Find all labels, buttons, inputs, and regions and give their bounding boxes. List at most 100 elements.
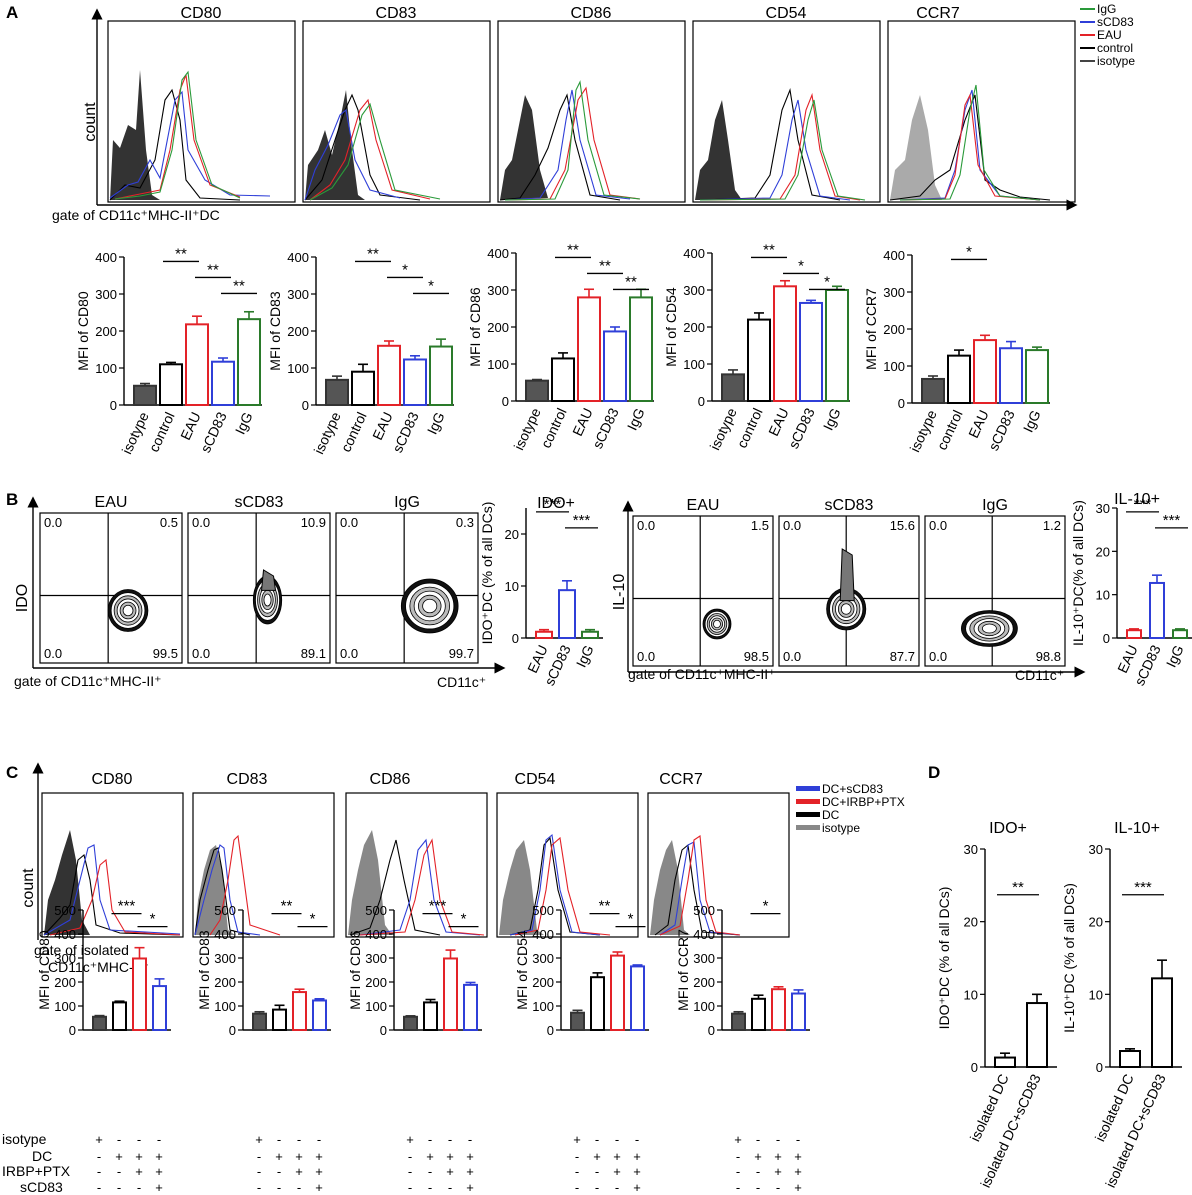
y-tick-label: 0 bbox=[302, 398, 309, 413]
category-label: EAU bbox=[177, 410, 204, 443]
condition-sign: - bbox=[428, 1132, 432, 1147]
bar bbox=[423, 1001, 438, 1032]
bar bbox=[237, 318, 261, 406]
a-hist-title: CCR7 bbox=[916, 5, 960, 22]
bar bbox=[999, 347, 1023, 404]
condition-sign: + bbox=[446, 1149, 454, 1164]
b-ido-y-label: IDO bbox=[14, 584, 31, 612]
y-tick-label: 30 bbox=[964, 842, 978, 857]
significance-label: ** bbox=[175, 245, 187, 262]
bar bbox=[629, 296, 653, 402]
significance-label: ** bbox=[233, 277, 245, 294]
dc-irbp-curve bbox=[209, 834, 281, 936]
bar bbox=[377, 344, 401, 406]
bar bbox=[799, 301, 823, 403]
bar bbox=[429, 345, 453, 407]
condition-sign: + bbox=[613, 1149, 621, 1164]
condition-sign: + bbox=[275, 1149, 283, 1164]
c-hist-cd54: CD54 bbox=[496, 771, 639, 938]
quadrant-ur: 1.2 bbox=[1043, 518, 1061, 533]
y-tick-label: 20 bbox=[1096, 544, 1110, 559]
c-hist-title: CCR7 bbox=[659, 771, 703, 788]
panel-label-b: B bbox=[6, 490, 18, 509]
quadrant-ll: 0.0 bbox=[192, 646, 210, 661]
bar bbox=[731, 1012, 746, 1031]
c-hist-title: CD86 bbox=[370, 771, 411, 788]
condition-sign: + bbox=[633, 1164, 641, 1179]
y-tick-label: 200 bbox=[365, 975, 387, 990]
significance-label: * bbox=[824, 273, 830, 290]
quadrant-ul: 0.0 bbox=[192, 515, 210, 530]
isotype-fill bbox=[195, 845, 235, 935]
category-label: EAU bbox=[569, 406, 596, 439]
condition-sign: + bbox=[794, 1164, 802, 1179]
contour bbox=[982, 623, 997, 634]
bar bbox=[312, 999, 327, 1031]
dc-scd83-curve bbox=[359, 838, 481, 936]
legend-label: DC bbox=[822, 808, 840, 822]
y-tick-label: 0 bbox=[229, 1023, 236, 1038]
scd83-curve bbox=[899, 89, 1041, 201]
condition-sign: - bbox=[448, 1180, 452, 1195]
y-tick-label: 300 bbox=[683, 283, 705, 298]
contour-tail bbox=[260, 569, 277, 591]
bar bbox=[590, 976, 605, 1032]
condition-sign: + bbox=[794, 1180, 802, 1195]
a-gate-label: gate of CD11c⁺MHC-II⁺DC bbox=[52, 207, 220, 223]
condition-sign: + bbox=[613, 1164, 621, 1179]
y-tick-label: 0 bbox=[547, 1023, 554, 1038]
category-label: EAU bbox=[369, 410, 396, 443]
y-tick-label: 0 bbox=[898, 396, 905, 411]
a-hist-cd54: CD54 bbox=[692, 5, 881, 203]
significance-label: ** bbox=[567, 241, 579, 258]
bar bbox=[994, 1056, 1016, 1069]
y-tick-label: 500 bbox=[214, 903, 236, 918]
bar bbox=[1026, 1002, 1048, 1069]
y-tick-label: 300 bbox=[54, 951, 76, 966]
condition-sign: - bbox=[137, 1132, 141, 1147]
bar bbox=[1126, 629, 1142, 640]
y-tick-label: 400 bbox=[365, 927, 387, 942]
panel-label-c: C bbox=[6, 763, 18, 782]
dot-plot: EAU 0.0 0.5 0.0 99.5 bbox=[39, 494, 183, 664]
condition-sign: + bbox=[315, 1149, 323, 1164]
bar bbox=[751, 997, 766, 1031]
c-condition-table: isotype DC IRBP+PTX sCD83 + - - -- + + +- - + +- -… bbox=[2, 1131, 802, 1195]
y-tick-label: 100 bbox=[214, 999, 236, 1014]
chart-title: IL-10+ bbox=[1114, 820, 1160, 837]
control-curve bbox=[889, 94, 1051, 201]
isotype-fill bbox=[499, 840, 544, 935]
category-label: isotype bbox=[310, 409, 343, 456]
significance-label: ** bbox=[625, 273, 637, 290]
a-count-label: count bbox=[82, 102, 99, 142]
condition-sign: - bbox=[635, 1132, 639, 1147]
contour bbox=[263, 593, 272, 607]
significance-label: *** bbox=[118, 898, 136, 915]
condition-sign: + bbox=[754, 1149, 762, 1164]
legend-label: EAU bbox=[1097, 28, 1122, 42]
quadrant-ll: 0.0 bbox=[340, 646, 358, 661]
quadrant-ll: 0.0 bbox=[44, 646, 62, 661]
c-hist-ccr7: CCR7 bbox=[647, 771, 790, 938]
b-il10-y-label: IL-10 bbox=[611, 574, 628, 611]
isotype-fill bbox=[650, 840, 690, 935]
bar bbox=[525, 379, 549, 402]
category-label: IgG bbox=[1020, 408, 1044, 435]
isotype-fill bbox=[695, 100, 742, 200]
condition-sign: + bbox=[315, 1164, 323, 1179]
a-legend: IgG sCD83 EAU control isotype bbox=[1080, 2, 1135, 68]
significance-label: ** bbox=[763, 241, 775, 258]
plot-title: IgG bbox=[982, 497, 1008, 514]
bar bbox=[825, 289, 849, 402]
cond-label: sCD83 bbox=[20, 1179, 63, 1195]
c-gate-label-1: gate of isolated bbox=[34, 942, 129, 958]
quadrant-ul: 0.0 bbox=[929, 518, 947, 533]
condition-sign: - bbox=[615, 1132, 619, 1147]
bar bbox=[773, 285, 797, 402]
condition-sign: - bbox=[575, 1149, 579, 1164]
y-tick-label: 400 bbox=[54, 927, 76, 942]
bar bbox=[577, 296, 601, 402]
y-axis-label: MFI of CD80 bbox=[75, 291, 91, 371]
